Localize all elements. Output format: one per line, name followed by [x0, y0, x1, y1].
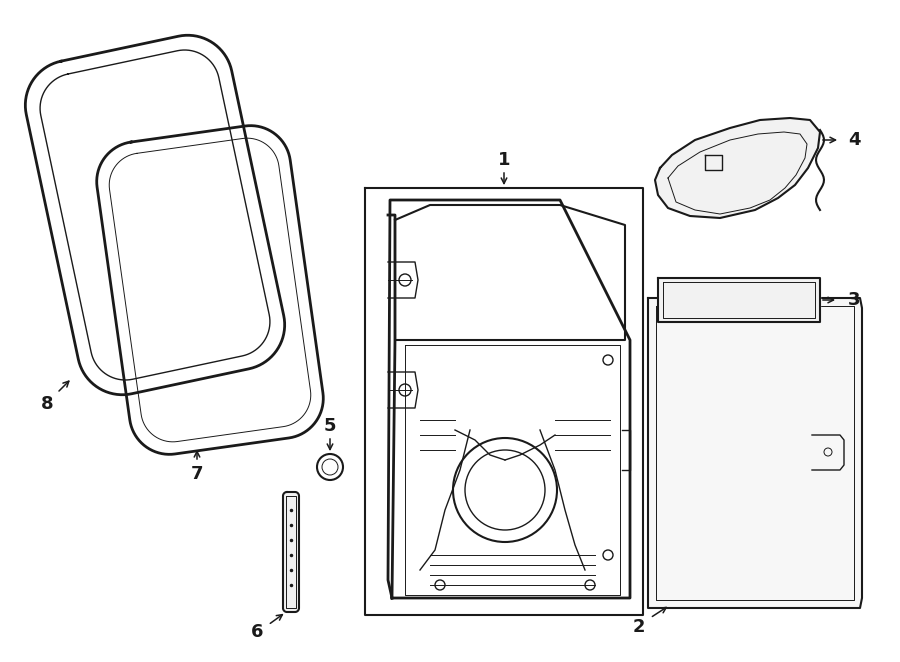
Polygon shape	[658, 278, 820, 322]
Polygon shape	[648, 298, 862, 608]
Polygon shape	[655, 118, 820, 218]
Text: 4: 4	[848, 131, 860, 149]
Text: 6: 6	[251, 623, 263, 641]
Text: 8: 8	[40, 395, 53, 413]
Text: 1: 1	[498, 151, 510, 169]
Text: 7: 7	[191, 465, 203, 483]
Polygon shape	[283, 492, 299, 612]
Text: 5: 5	[324, 417, 337, 435]
Text: 3: 3	[848, 291, 860, 309]
Text: 2: 2	[633, 618, 645, 636]
